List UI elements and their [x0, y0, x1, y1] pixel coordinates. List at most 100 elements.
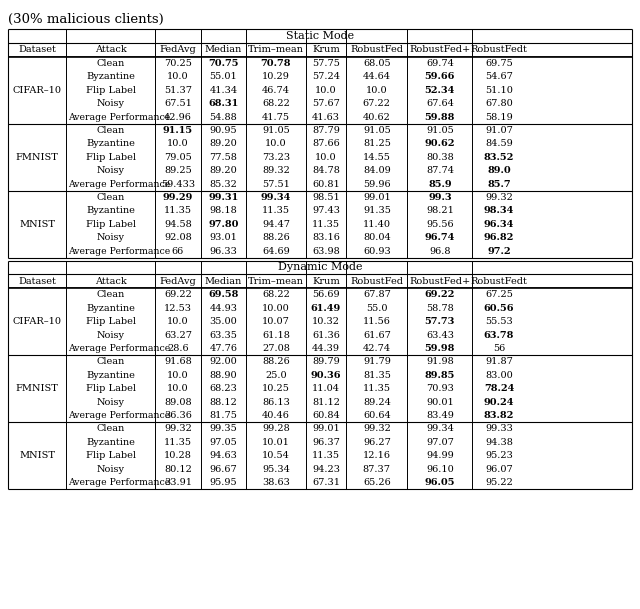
Text: 28.6: 28.6 [167, 344, 189, 353]
Text: 96.34: 96.34 [484, 220, 514, 229]
Text: 89.32: 89.32 [262, 166, 290, 175]
Text: 11.35: 11.35 [363, 384, 391, 393]
Text: 46.74: 46.74 [262, 86, 290, 95]
Text: 84.78: 84.78 [312, 166, 340, 175]
Text: 42.74: 42.74 [363, 344, 391, 353]
Text: 55.01: 55.01 [210, 72, 237, 82]
Text: 58.19: 58.19 [485, 113, 513, 122]
Text: 10.29: 10.29 [262, 72, 290, 82]
Text: 79.05: 79.05 [164, 153, 192, 162]
Text: Noisy: Noisy [97, 398, 125, 407]
Text: 27.08: 27.08 [262, 344, 290, 353]
Text: Dataset: Dataset [18, 45, 56, 54]
Text: 10.01: 10.01 [262, 438, 290, 447]
Text: 69.74: 69.74 [426, 59, 454, 68]
Text: Clean: Clean [97, 424, 125, 434]
Text: CIFAR–10: CIFAR–10 [13, 317, 61, 326]
Text: 47.76: 47.76 [209, 344, 237, 353]
Text: 68.22: 68.22 [262, 290, 290, 300]
Text: 97.07: 97.07 [426, 438, 454, 447]
Text: Flip Label: Flip Label [86, 384, 136, 393]
Text: 57.75: 57.75 [312, 59, 340, 68]
Text: 67.22: 67.22 [363, 99, 391, 108]
Text: 10.0: 10.0 [265, 139, 287, 149]
Text: 83.00: 83.00 [485, 371, 513, 380]
Text: 99.32: 99.32 [363, 424, 391, 434]
Text: 95.56: 95.56 [426, 220, 454, 229]
Text: 83.82: 83.82 [484, 411, 514, 420]
Text: 98.21: 98.21 [426, 206, 454, 216]
Text: 99.34: 99.34 [260, 193, 291, 202]
Text: 10.0: 10.0 [167, 384, 189, 393]
Text: 73.23: 73.23 [262, 153, 290, 162]
Text: 68.22: 68.22 [262, 99, 290, 108]
Text: 91.05: 91.05 [363, 126, 390, 135]
Text: 96.10: 96.10 [426, 465, 454, 474]
Text: 44.64: 44.64 [363, 72, 391, 82]
Text: 96.05: 96.05 [425, 478, 455, 487]
Text: 78.24: 78.24 [484, 384, 514, 393]
Text: 41.63: 41.63 [312, 113, 340, 122]
Text: 87.37: 87.37 [363, 465, 391, 474]
Text: 99.32: 99.32 [164, 424, 192, 434]
Text: 12.16: 12.16 [363, 451, 391, 460]
Text: Krum: Krum [312, 45, 340, 54]
Text: Average Performance: Average Performance [68, 411, 171, 420]
Text: Attack: Attack [95, 45, 127, 54]
Text: 98.18: 98.18 [210, 206, 237, 216]
Text: 98.34: 98.34 [484, 206, 514, 216]
Text: Clean: Clean [97, 59, 125, 68]
Text: 70.25: 70.25 [164, 59, 192, 68]
Text: 67.51: 67.51 [164, 99, 192, 108]
Text: 11.35: 11.35 [312, 451, 340, 460]
Text: 63.35: 63.35 [209, 331, 237, 340]
Text: Average Performance: Average Performance [68, 180, 171, 189]
Text: 57.67: 57.67 [312, 99, 340, 108]
Text: 60.56: 60.56 [484, 304, 514, 313]
Text: 69.75: 69.75 [485, 59, 513, 68]
Text: Byzantine: Byzantine [86, 304, 135, 313]
Text: 94.47: 94.47 [262, 220, 290, 229]
Text: FedAvg: FedAvg [159, 45, 196, 54]
Text: 95.22: 95.22 [485, 478, 513, 487]
Text: 11.35: 11.35 [312, 220, 340, 229]
Text: Noisy: Noisy [97, 331, 125, 340]
Text: Flip Label: Flip Label [86, 220, 136, 229]
Text: Flip Label: Flip Label [86, 317, 136, 326]
Text: 90.95: 90.95 [210, 126, 237, 135]
Text: 54.67: 54.67 [485, 72, 513, 82]
Text: 70.78: 70.78 [260, 59, 291, 68]
Text: 91.79: 91.79 [363, 357, 391, 367]
Text: 67.64: 67.64 [426, 99, 454, 108]
Text: 63.43: 63.43 [426, 331, 454, 340]
Text: 59.96: 59.96 [363, 180, 390, 189]
Text: 10.32: 10.32 [312, 317, 340, 326]
Text: 94.23: 94.23 [312, 465, 340, 474]
Text: 99.31: 99.31 [209, 193, 239, 202]
Text: 11.56: 11.56 [363, 317, 391, 326]
Text: 91.87: 91.87 [485, 357, 513, 367]
Text: 99.01: 99.01 [312, 424, 340, 434]
Text: 94.99: 94.99 [426, 451, 454, 460]
Text: 59.66: 59.66 [425, 72, 455, 82]
Text: 61.36: 61.36 [312, 331, 340, 340]
Text: 87.66: 87.66 [312, 139, 340, 149]
Text: 94.63: 94.63 [209, 451, 237, 460]
Text: 60.81: 60.81 [312, 180, 340, 189]
Text: 89.25: 89.25 [164, 166, 192, 175]
Text: 69.22: 69.22 [425, 290, 455, 300]
Text: Average Performance: Average Performance [68, 478, 171, 487]
Text: 80.04: 80.04 [363, 233, 390, 242]
Text: Noisy: Noisy [97, 465, 125, 474]
Text: 67.87: 67.87 [363, 290, 391, 300]
Text: 89.20: 89.20 [210, 166, 237, 175]
Text: 91.98: 91.98 [426, 357, 454, 367]
Text: Median: Median [205, 45, 242, 54]
Text: 38.63: 38.63 [262, 478, 290, 487]
Text: 91.35: 91.35 [363, 206, 391, 216]
Text: 64.69: 64.69 [262, 247, 290, 256]
Text: 68.31: 68.31 [209, 99, 239, 108]
Text: 41.34: 41.34 [209, 86, 237, 95]
Text: 80.12: 80.12 [164, 465, 192, 474]
Text: 40.62: 40.62 [363, 113, 391, 122]
